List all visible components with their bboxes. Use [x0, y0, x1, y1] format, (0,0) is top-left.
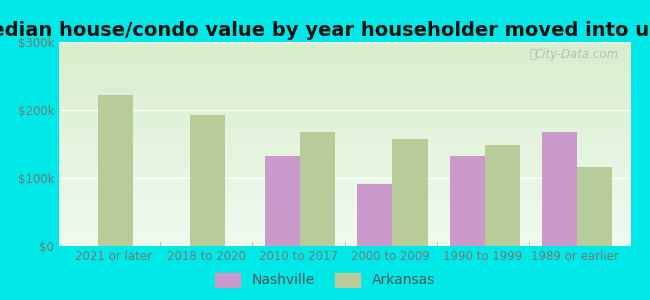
Bar — [265, 156, 300, 246]
Bar — [577, 167, 612, 246]
Bar — [190, 116, 226, 246]
Bar — [393, 139, 428, 246]
Text: Median house/condo value by year householder moved into unit: Median house/condo value by year househo… — [0, 21, 650, 40]
Legend: Nashville, Arkansas: Nashville, Arkansas — [209, 267, 441, 293]
Bar — [98, 95, 133, 246]
Bar — [450, 156, 485, 246]
Bar — [300, 132, 335, 246]
Bar — [485, 146, 520, 246]
Bar — [358, 184, 393, 246]
Bar — [542, 132, 577, 246]
Text: City-Data.com: City-Data.com — [535, 48, 619, 61]
Text: ⓘ: ⓘ — [529, 48, 536, 61]
